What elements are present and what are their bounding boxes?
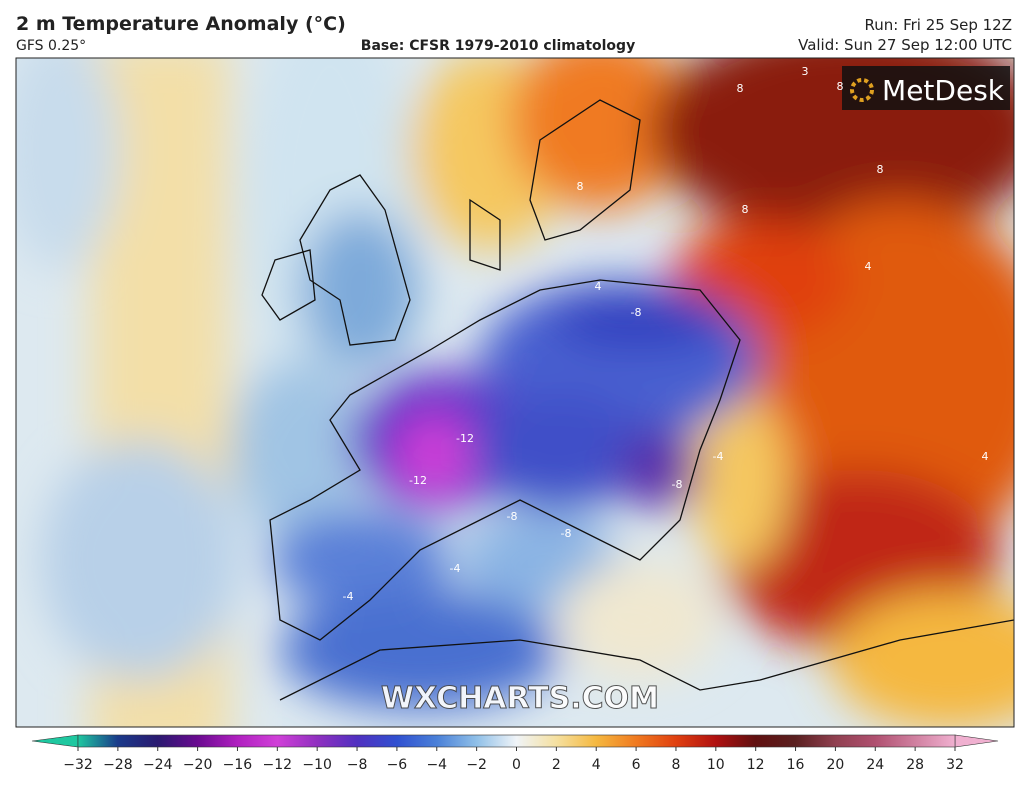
colorbar-tick-label: −28: [103, 757, 133, 773]
colorbar-high-extension: [954, 734, 999, 748]
contour-label: -8: [507, 510, 518, 523]
contour-label: 8: [737, 82, 744, 95]
contour-label: 4: [595, 280, 602, 293]
colorbar-tick-label: −6: [387, 757, 408, 773]
base: Base: CFSR 1979-2010 climatology: [361, 38, 635, 54]
contour-label: 3: [802, 65, 809, 78]
colorbar-tick-label: 0: [512, 757, 521, 773]
colorbar-tick-label: −8: [347, 757, 368, 773]
valid: Valid: Sun 27 Sep 12:00 UTC: [798, 36, 1012, 54]
contour-label: 8: [877, 163, 884, 176]
colorbar-tick-label: −10: [302, 757, 332, 773]
contour-label: 8: [742, 203, 749, 216]
colorbar-tick-label: 32: [946, 757, 964, 773]
colorbar-low-extension: [31, 734, 79, 748]
colorbar-tick-label: −20: [183, 757, 213, 773]
watermark: WXCHARTS.COM: [381, 681, 659, 716]
colorbar-tick-label: 12: [747, 757, 765, 773]
contour-label: -12: [456, 432, 474, 445]
contour-label: 4: [982, 450, 989, 463]
model: GFS 0.25°: [16, 38, 86, 54]
colorbar-tick-label: −16: [223, 757, 253, 773]
contour-label: -4: [713, 450, 724, 463]
colorbar-tick-label: 6: [632, 757, 641, 773]
run: Run: Fri 25 Sep 12Z: [865, 16, 1012, 34]
colorbar-tick-label: 10: [707, 757, 725, 773]
colorbar-tick-label: −24: [143, 757, 173, 773]
contour-label: -4: [450, 562, 461, 575]
contour-label: -8: [672, 478, 683, 491]
colorbar-tick-label: 16: [787, 757, 805, 773]
colorbar-tick-label: 24: [866, 757, 884, 773]
colorbar-tick-label: −4: [426, 757, 447, 773]
colorbar-tick-label: −2: [466, 757, 487, 773]
logo: MetDesk: [882, 74, 1005, 107]
contour-label: -4: [343, 590, 354, 603]
colorbar-tick-label: 28: [906, 757, 924, 773]
colorbar-tick-label: 4: [592, 757, 601, 773]
map: [16, 58, 1014, 727]
contour-label: 4: [865, 260, 872, 273]
colorbar-tick-label: −12: [263, 757, 293, 773]
colorbar-tick-label: 8: [671, 757, 680, 773]
contour-label: -8: [561, 527, 572, 540]
contour-label: 8: [837, 80, 844, 93]
colorbar-tick-label: 20: [826, 757, 844, 773]
colorbar: [77, 734, 956, 748]
colorbar-tick-label: 2: [552, 757, 561, 773]
contour-label: -12: [409, 474, 427, 487]
title: 2 m Temperature Anomaly (°C): [16, 13, 346, 35]
contour-label: -8: [631, 306, 642, 319]
contour-label: 8: [577, 180, 584, 193]
colorbar-tick-label: −32: [63, 757, 93, 773]
